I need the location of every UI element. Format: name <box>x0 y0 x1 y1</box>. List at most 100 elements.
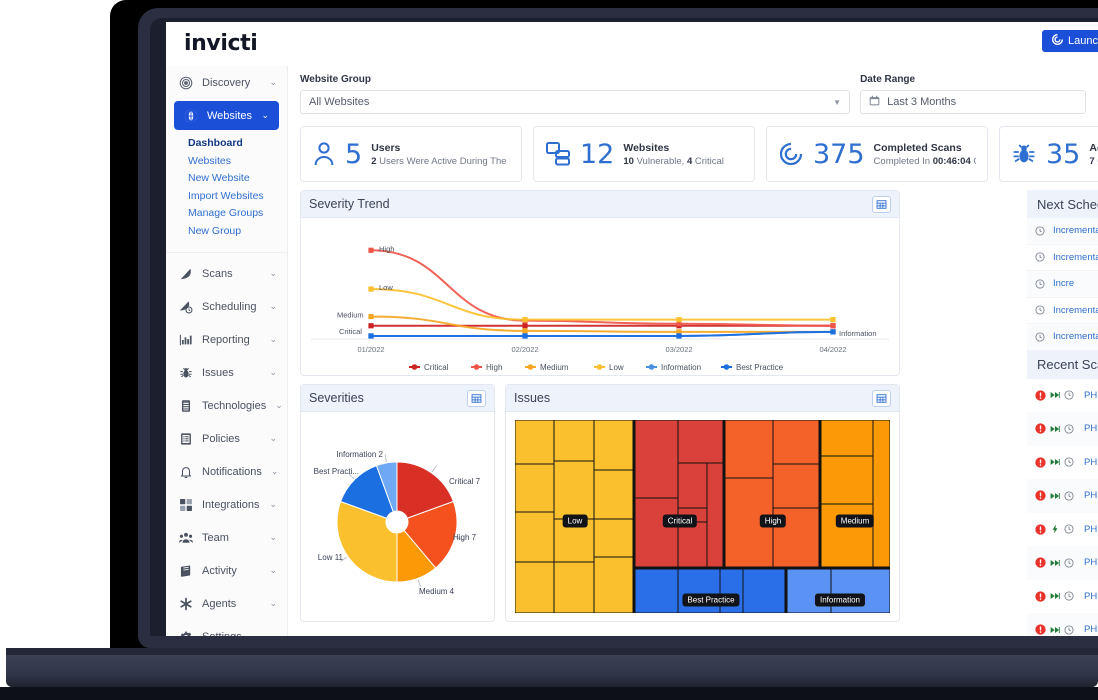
stat-text: Websites 10 Vulnerable, 4 Critical <box>623 142 724 167</box>
svg-text:Medium: Medium <box>540 363 569 372</box>
sidebar-item-technologies[interactable]: Technologies ⌄ <box>166 389 287 422</box>
sidebar-item-label: Notifications <box>202 465 262 478</box>
chevron-down-icon: ▼ <box>833 97 842 107</box>
clock-icon <box>1064 390 1074 400</box>
recent-scan-row[interactable]: PHP Testsparker!664 <box>1027 546 1098 580</box>
chevron-down-icon: ⌄ <box>269 631 277 636</box>
issues-panel: Issues Low Critical High Medium Best Practic… <box>505 384 900 622</box>
recent-scan-name[interactable]: PHP Testsparker <box>1084 590 1098 602</box>
recent-scan-row[interactable]: PHP Testsparker!564 <box>1027 513 1098 547</box>
table-view-icon[interactable] <box>872 389 891 407</box>
recent-scan-name[interactable]: PHP Testsparker <box>1084 523 1098 535</box>
clock-icon <box>1035 252 1045 262</box>
recent-scan-row[interactable]: PHP Testsparker!664 <box>1027 479 1098 513</box>
website-group-value: All Websites <box>309 96 370 108</box>
scan-target-icon <box>778 141 804 167</box>
launch-button[interactable]: Launch <box>1042 30 1098 52</box>
sidebar-item-policies[interactable]: Policies ⌄ <box>166 422 287 455</box>
sidebar-item-issues[interactable]: Issues ⌄ <box>166 356 287 389</box>
subnav-item-new-group[interactable]: New Group <box>188 224 242 237</box>
recent-scan-name[interactable]: PHP Testsparker <box>1084 423 1098 435</box>
stat-subtitle: 10 Vulnerable, 4 Critical <box>623 155 724 167</box>
recent-scan-name[interactable]: PHP Testsparker <box>1084 389 1098 401</box>
subnav-item-dashboard[interactable]: Dashboard <box>188 137 243 149</box>
recent-scan-row[interactable]: PHP Testsparker!664 <box>1027 580 1098 614</box>
sidebar-item-label: Discovery <box>202 76 251 89</box>
severities-donut-chart: Critical 7 High 7 Medium 4 Low 11 Best Pract… <box>314 450 481 596</box>
scheduled-scan-name[interactable]: Incremental_Scan_Test <box>1053 331 1098 343</box>
recent-scan-row[interactable]: PHP Testsparker!664 <box>1027 379 1098 413</box>
book-icon <box>178 563 193 578</box>
recent-scan-row[interactable]: PHP Testsparker!664 <box>1027 446 1098 480</box>
puzzle-icon <box>178 497 193 512</box>
scheduled-scan-row[interactable]: Incremental_Scan_TestStarting <box>1027 324 1098 351</box>
recent-scan-row[interactable]: PHP Testsparker!664 <box>1027 613 1098 636</box>
scan-clock-icon <box>178 299 193 314</box>
bug-icon <box>178 365 193 380</box>
sidebar-item-scheduling[interactable]: Scheduling ⌄ <box>166 290 287 323</box>
svg-text:04/2022: 04/2022 <box>819 345 846 354</box>
scheduled-scan-name[interactable]: Incremental_Scan <box>1053 225 1098 237</box>
date-range-filter: Date Range Last 3 Months <box>860 74 1086 118</box>
fast-forward-icon <box>1050 457 1060 467</box>
recent-scan-name[interactable]: PHP Testsparker <box>1084 557 1098 569</box>
laptop-base-shadow <box>0 687 1098 700</box>
scheduled-scan-name[interactable]: Incremental_Scan_Test_Max <box>1053 304 1098 316</box>
app-logo[interactable]: invicti <box>184 31 258 56</box>
recent-scan-name[interactable]: PHP Testsparker <box>1084 490 1098 502</box>
subnav-item-import-websites[interactable]: Import Websites <box>188 189 264 202</box>
chevron-down-icon: ⌄ <box>270 466 279 476</box>
chevron-down-icon: ⌄ <box>269 499 277 509</box>
stat-card-completed-scans[interactable]: 375 Completed Scans Completed In 00:46:04 … <box>766 126 988 182</box>
sidebar-item-websites[interactable]: Websites ⌄ <box>174 101 279 130</box>
stat-number: 35 <box>1046 138 1081 170</box>
sidebar-item-integrations[interactable]: Integrations ⌄ <box>166 488 287 521</box>
stat-card-act[interactable]: 35 Act7 C <box>999 126 1098 182</box>
subnav-item-websites[interactable]: Websites <box>188 154 231 167</box>
table-view-icon[interactable] <box>467 389 486 407</box>
scheduled-scan-row[interactable]: Incremental_Scan_Test_MaxStarting <box>1027 298 1098 324</box>
chevron-down-icon: ⌄ <box>269 598 277 608</box>
svg-text:High: High <box>486 363 502 372</box>
user-icon <box>312 141 336 167</box>
sidebar-item-agents[interactable]: Agents ⌄ <box>166 587 287 620</box>
stat-card-websites[interactable]: 12 Websites 10 Vulnerable, 4 Critical <box>533 126 755 182</box>
svg-text:03/2022: 03/2022 <box>665 345 692 354</box>
scheduled-scan-name[interactable]: Incremental_Scan_Test2 <box>1053 251 1098 263</box>
scheduled-scan-row[interactable]: IncreStarting <box>1027 271 1098 298</box>
sidebar-item-team[interactable]: Team ⌄ <box>166 521 287 554</box>
sidebar-item-reporting[interactable]: Reporting ⌄ <box>166 323 287 356</box>
sidebar-item-settings[interactable]: Settings ⌄ <box>166 620 287 636</box>
sidebar-item-activity[interactable]: Activity ⌄ <box>166 554 287 587</box>
fast-forward-icon <box>1050 491 1060 501</box>
scheduled-scan-row[interactable]: Incremental_ScanStarting <box>1027 218 1098 245</box>
chevron-down-icon: ⌄ <box>269 565 277 575</box>
sidebar-item-discovery[interactable]: Discovery ⌄ <box>166 66 287 99</box>
subnav-item-manage-groups[interactable]: Manage Groups <box>188 207 264 219</box>
fast-forward-icon <box>1050 558 1060 568</box>
calendar-icon <box>869 95 880 109</box>
date-range-select[interactable]: Last 3 Months <box>860 90 1086 114</box>
recent-scan-name[interactable]: PHP Testsparker <box>1084 456 1098 468</box>
filter-row: Website Group All Websites ▼ Date Range … <box>288 66 1098 118</box>
sidebar-item-notifications[interactable]: Notifications ⌄ <box>166 455 287 488</box>
website-group-select[interactable]: All Websites ▼ <box>300 90 851 114</box>
invicti-logo-icon <box>1052 34 1063 48</box>
subnav-item-new-website[interactable]: New Website <box>188 172 250 184</box>
recent-scan-name[interactable]: PHP Testsparker <box>1084 624 1098 636</box>
stat-subtitle: Completed In 00:46:04 On ... <box>873 155 976 167</box>
svg-text:01/2022: 01/2022 <box>357 345 384 354</box>
table-view-icon[interactable] <box>872 195 891 213</box>
chevron-down-icon: ⌄ <box>269 77 277 87</box>
recent-scan-row[interactable]: PHP Testsparker!664 <box>1027 412 1098 446</box>
scheduled-scan-row[interactable]: Incremental_Scan_Test2Starting <box>1027 245 1098 271</box>
sidebar-item-scans[interactable]: Scans ⌄ <box>166 257 287 290</box>
recent-scans-list: PHP Testsparker!664PHP Testsparker!664PH… <box>1027 379 1098 636</box>
stat-title: Users <box>371 141 401 154</box>
chevron-down-icon: ⌄ <box>269 268 277 278</box>
severities-panel: Severities Critical 7 High 7 Medium 4 Low 1… <box>300 384 495 622</box>
severity-trend-header: Severity Trend <box>301 191 899 218</box>
scheduled-scan-name[interactable]: Incre <box>1053 278 1075 290</box>
